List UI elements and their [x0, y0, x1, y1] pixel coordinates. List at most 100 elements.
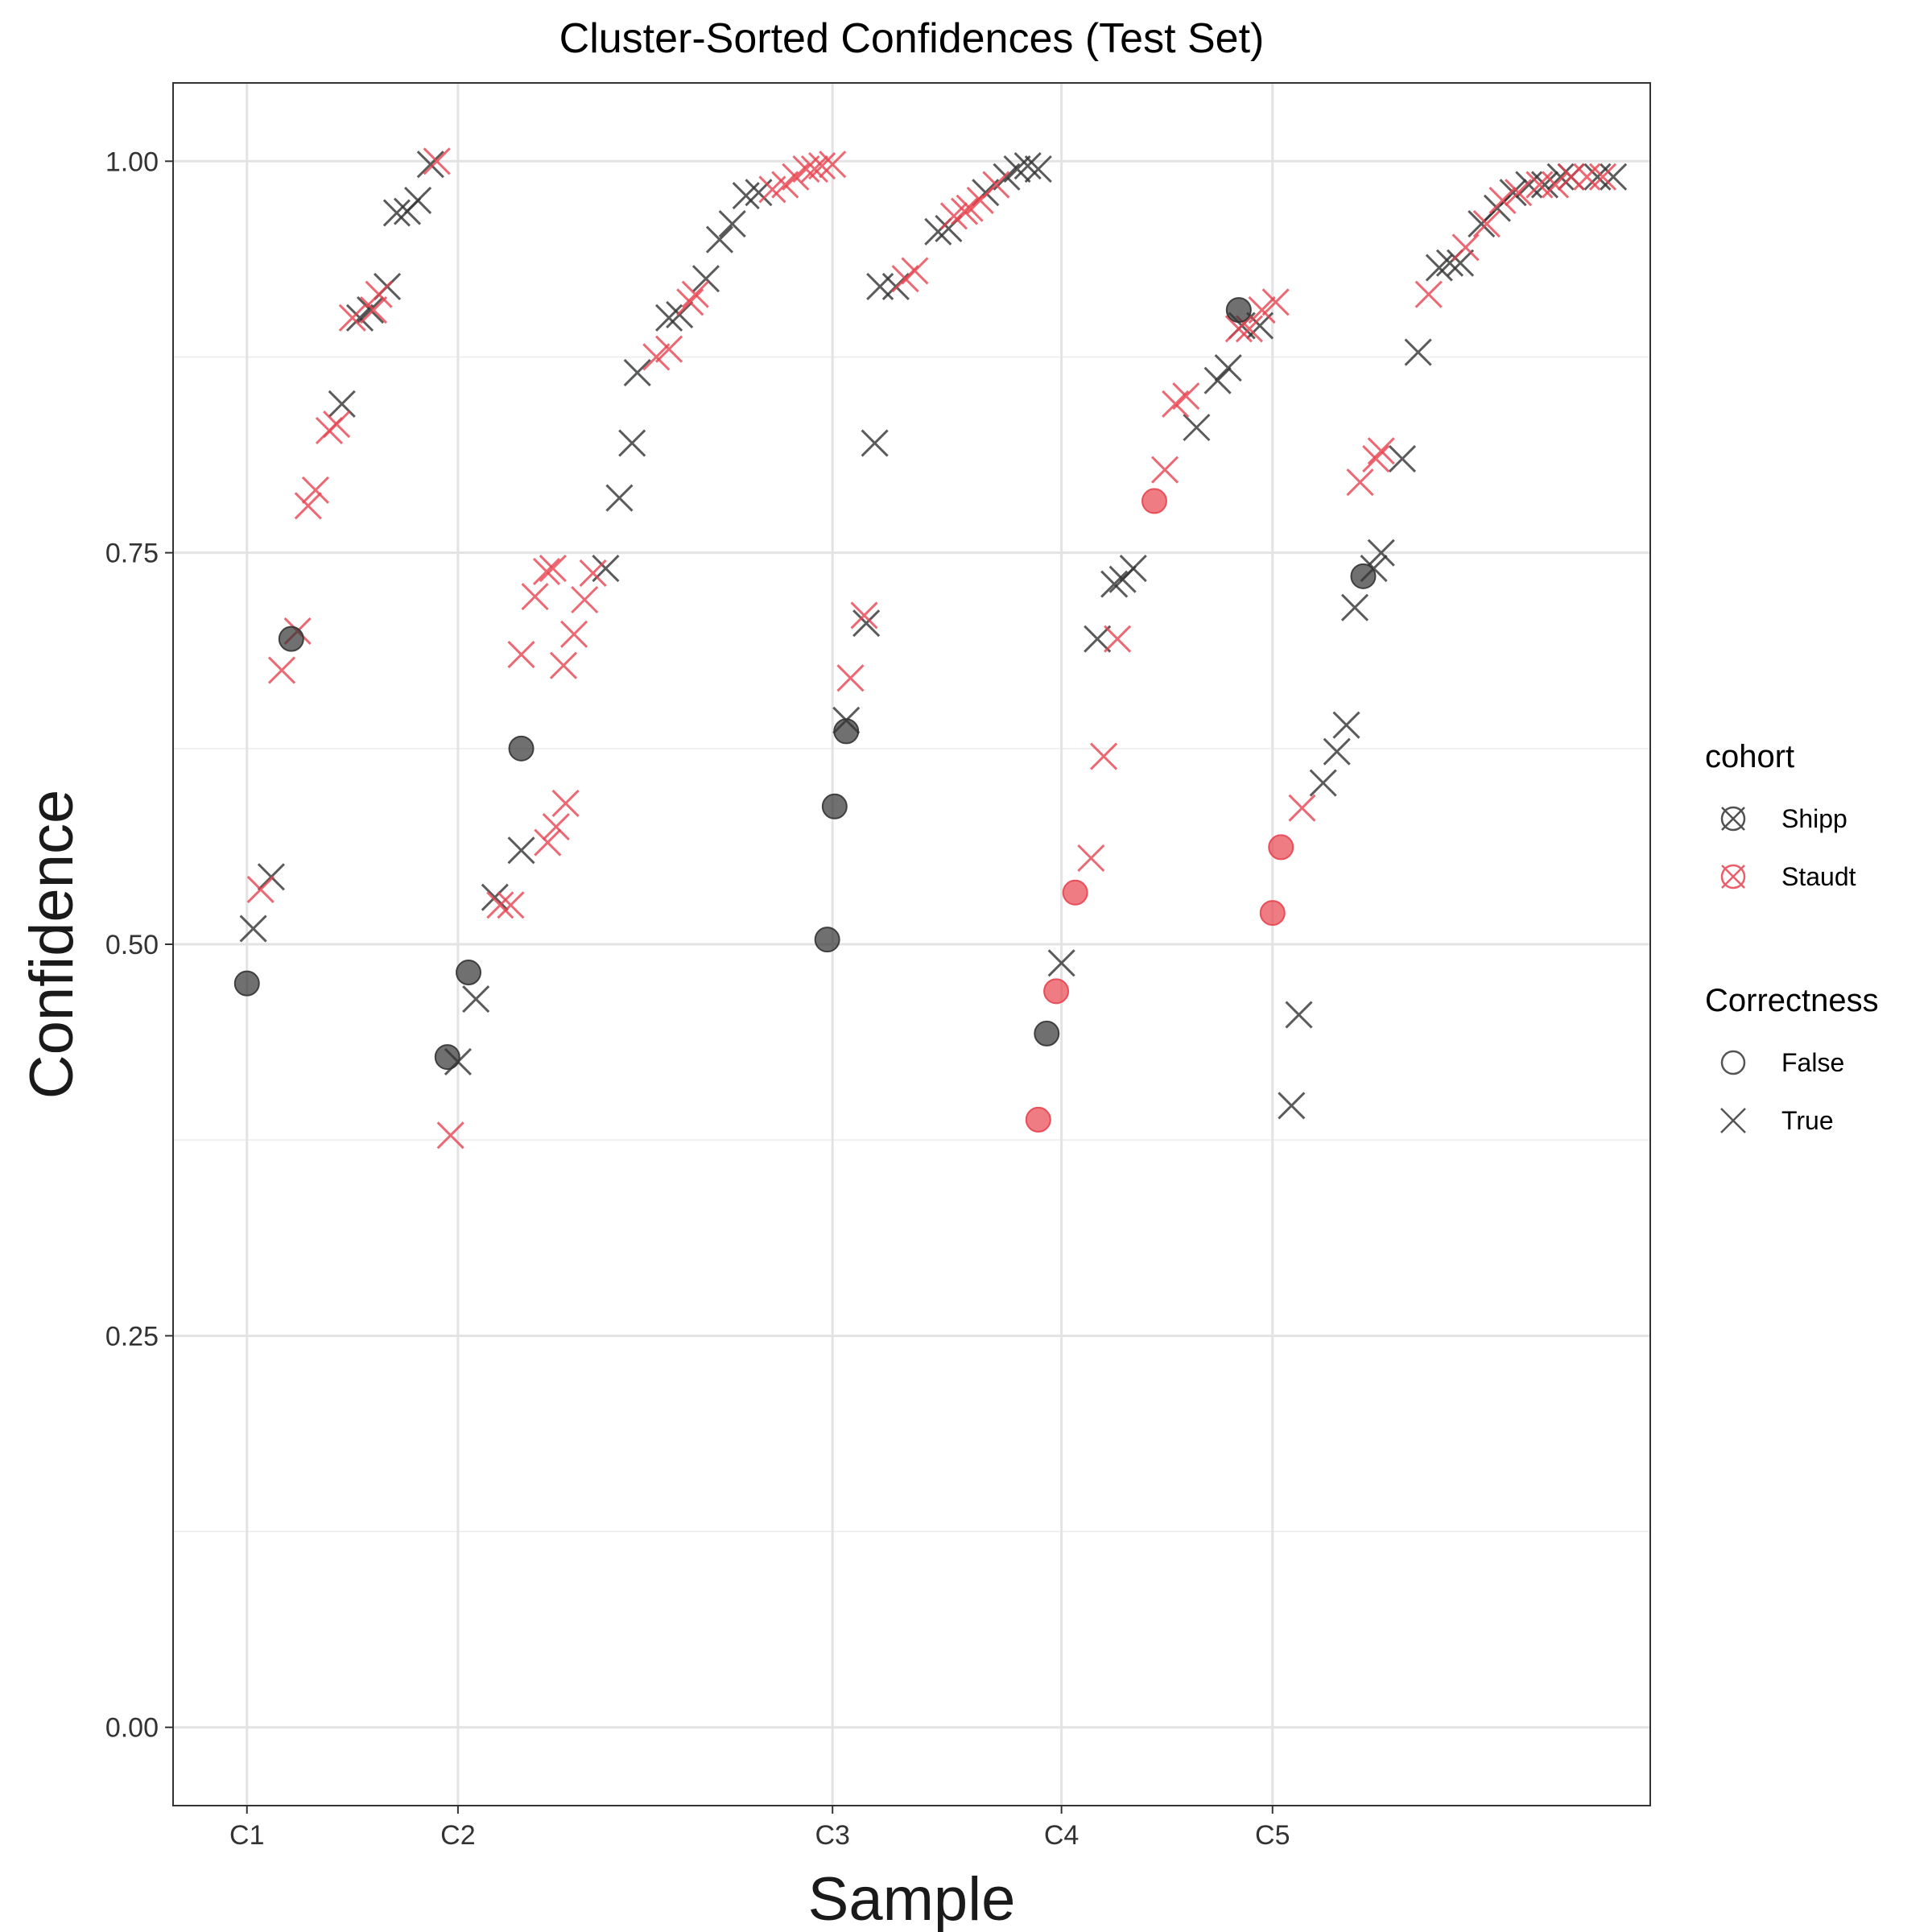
point-shipp-false: [278, 625, 304, 652]
point-shipp-false: [833, 718, 860, 745]
ticks-layer: 0.00 0.25 0.50 0.75 1.00 C1 C2 C3 C4 C5: [105, 147, 1290, 1851]
grid-layer: [173, 83, 1650, 1806]
point-shipp-true: [1600, 163, 1628, 191]
point-shipp-true: [861, 429, 889, 457]
point-staudt-false: [1043, 978, 1070, 1005]
point-shipp-true: [1404, 338, 1432, 366]
point-shipp-true: [1332, 711, 1360, 739]
y-tick-label: 0.25: [105, 1321, 159, 1352]
point-staudt-false: [1025, 1106, 1051, 1133]
point-staudt-true: [1541, 171, 1570, 199]
point-staudt-true: [436, 1121, 464, 1150]
point-staudt-true: [792, 155, 820, 184]
point-staudt-true: [850, 601, 878, 630]
point-staudt-true: [642, 343, 671, 371]
y-tick-label: 0.00: [105, 1713, 159, 1744]
point-shipp-true: [1546, 163, 1575, 191]
point-shipp-true: [691, 265, 720, 293]
point-staudt-true: [1346, 469, 1374, 497]
point-staudt-true: [1248, 296, 1276, 324]
points-layer: [233, 147, 1628, 1150]
point-staudt-true: [1077, 844, 1105, 873]
point-staudt-true: [982, 171, 1010, 199]
legend: cohort Shipp Staudt Correctness False Tr…: [1705, 739, 1879, 1135]
point-shipp-true: [416, 151, 444, 179]
point-shipp-true: [357, 296, 385, 324]
point-staudt-true: [521, 583, 549, 611]
point-shipp-true: [481, 883, 509, 911]
point-shipp-true: [382, 199, 411, 227]
point-staudt-true: [534, 828, 562, 857]
point-shipp-false: [1034, 1020, 1060, 1046]
point-staudt-true: [551, 789, 580, 817]
point-staudt-true: [819, 151, 847, 179]
legend-key-shipp: [1720, 806, 1746, 832]
point-shipp-true: [623, 358, 651, 386]
point-shipp-true: [654, 303, 683, 332]
point-staudt-true: [1224, 315, 1253, 343]
point-staudt-true: [539, 555, 567, 583]
point-staudt-true: [560, 620, 588, 648]
point-staudt-true: [532, 557, 561, 586]
point-staudt-true: [497, 891, 525, 919]
point-staudt-true: [423, 147, 451, 175]
point-staudt-true: [301, 476, 330, 504]
point-staudt-true: [836, 664, 865, 692]
point-staudt-true: [1288, 794, 1316, 822]
point-staudt-true: [486, 891, 514, 919]
point-staudt-true: [1472, 210, 1501, 238]
legend-label-true: True: [1781, 1106, 1834, 1135]
point-shipp-true: [1119, 555, 1147, 583]
point-staudt-true: [901, 257, 929, 285]
point-shipp-true: [1285, 1001, 1313, 1029]
point-shipp-true: [1340, 593, 1369, 621]
point-shipp-true: [1003, 155, 1031, 184]
point-staudt-true: [950, 197, 979, 225]
point-staudt-true: [1367, 437, 1395, 465]
point-shipp-true: [718, 210, 746, 238]
point-shipp-true: [462, 985, 490, 1013]
point-staudt-true: [676, 288, 704, 316]
y-tick-label: 0.50: [105, 930, 159, 960]
legend-label-staudt: Staudt: [1781, 862, 1856, 891]
point-staudt-true: [1588, 163, 1617, 191]
point-shipp-true: [507, 836, 535, 865]
legend-key-false: [1720, 1050, 1746, 1075]
point-staudt-true: [1151, 456, 1179, 484]
x-tick-label: C4: [1044, 1820, 1079, 1851]
point-staudt-true: [549, 651, 578, 679]
point-shipp-false: [1225, 297, 1252, 324]
point-shipp-true: [1214, 354, 1242, 382]
point-staudt-true: [1488, 186, 1517, 214]
point-shipp-true: [239, 914, 267, 943]
point-staudt-false: [1141, 488, 1167, 514]
point-staudt-true: [1089, 742, 1118, 770]
point-staudt-true: [323, 411, 351, 439]
point-shipp-true: [1425, 254, 1453, 282]
point-shipp-true: [1013, 152, 1042, 180]
point-staudt-true: [654, 335, 683, 363]
point-staudt-true: [294, 492, 322, 520]
point-staudt-true: [808, 152, 836, 180]
point-staudt-true: [571, 585, 599, 614]
point-staudt-true: [1505, 179, 1533, 207]
legend-label-shipp: Shipp: [1781, 804, 1847, 833]
point-shipp-true: [705, 225, 734, 254]
point-staudt-true: [1104, 625, 1132, 653]
chart-title: Cluster-Sorted Confidences (Test Set): [559, 15, 1265, 62]
point-shipp-true: [257, 863, 285, 891]
legend-cohort-title: cohort: [1705, 739, 1794, 774]
point-staudt-true: [359, 296, 388, 324]
point-shipp-false: [821, 793, 848, 819]
point-staudt-true: [246, 875, 275, 903]
point-shipp-true: [605, 484, 634, 512]
x-tick-label: C5: [1255, 1820, 1290, 1851]
point-shipp-true: [1367, 539, 1395, 567]
point-shipp-true: [1100, 570, 1129, 598]
x-tick-label: C1: [229, 1820, 264, 1851]
y-tick-label: 1.00: [105, 147, 159, 177]
point-shipp-false: [814, 927, 840, 953]
point-staudt-true: [542, 813, 570, 841]
